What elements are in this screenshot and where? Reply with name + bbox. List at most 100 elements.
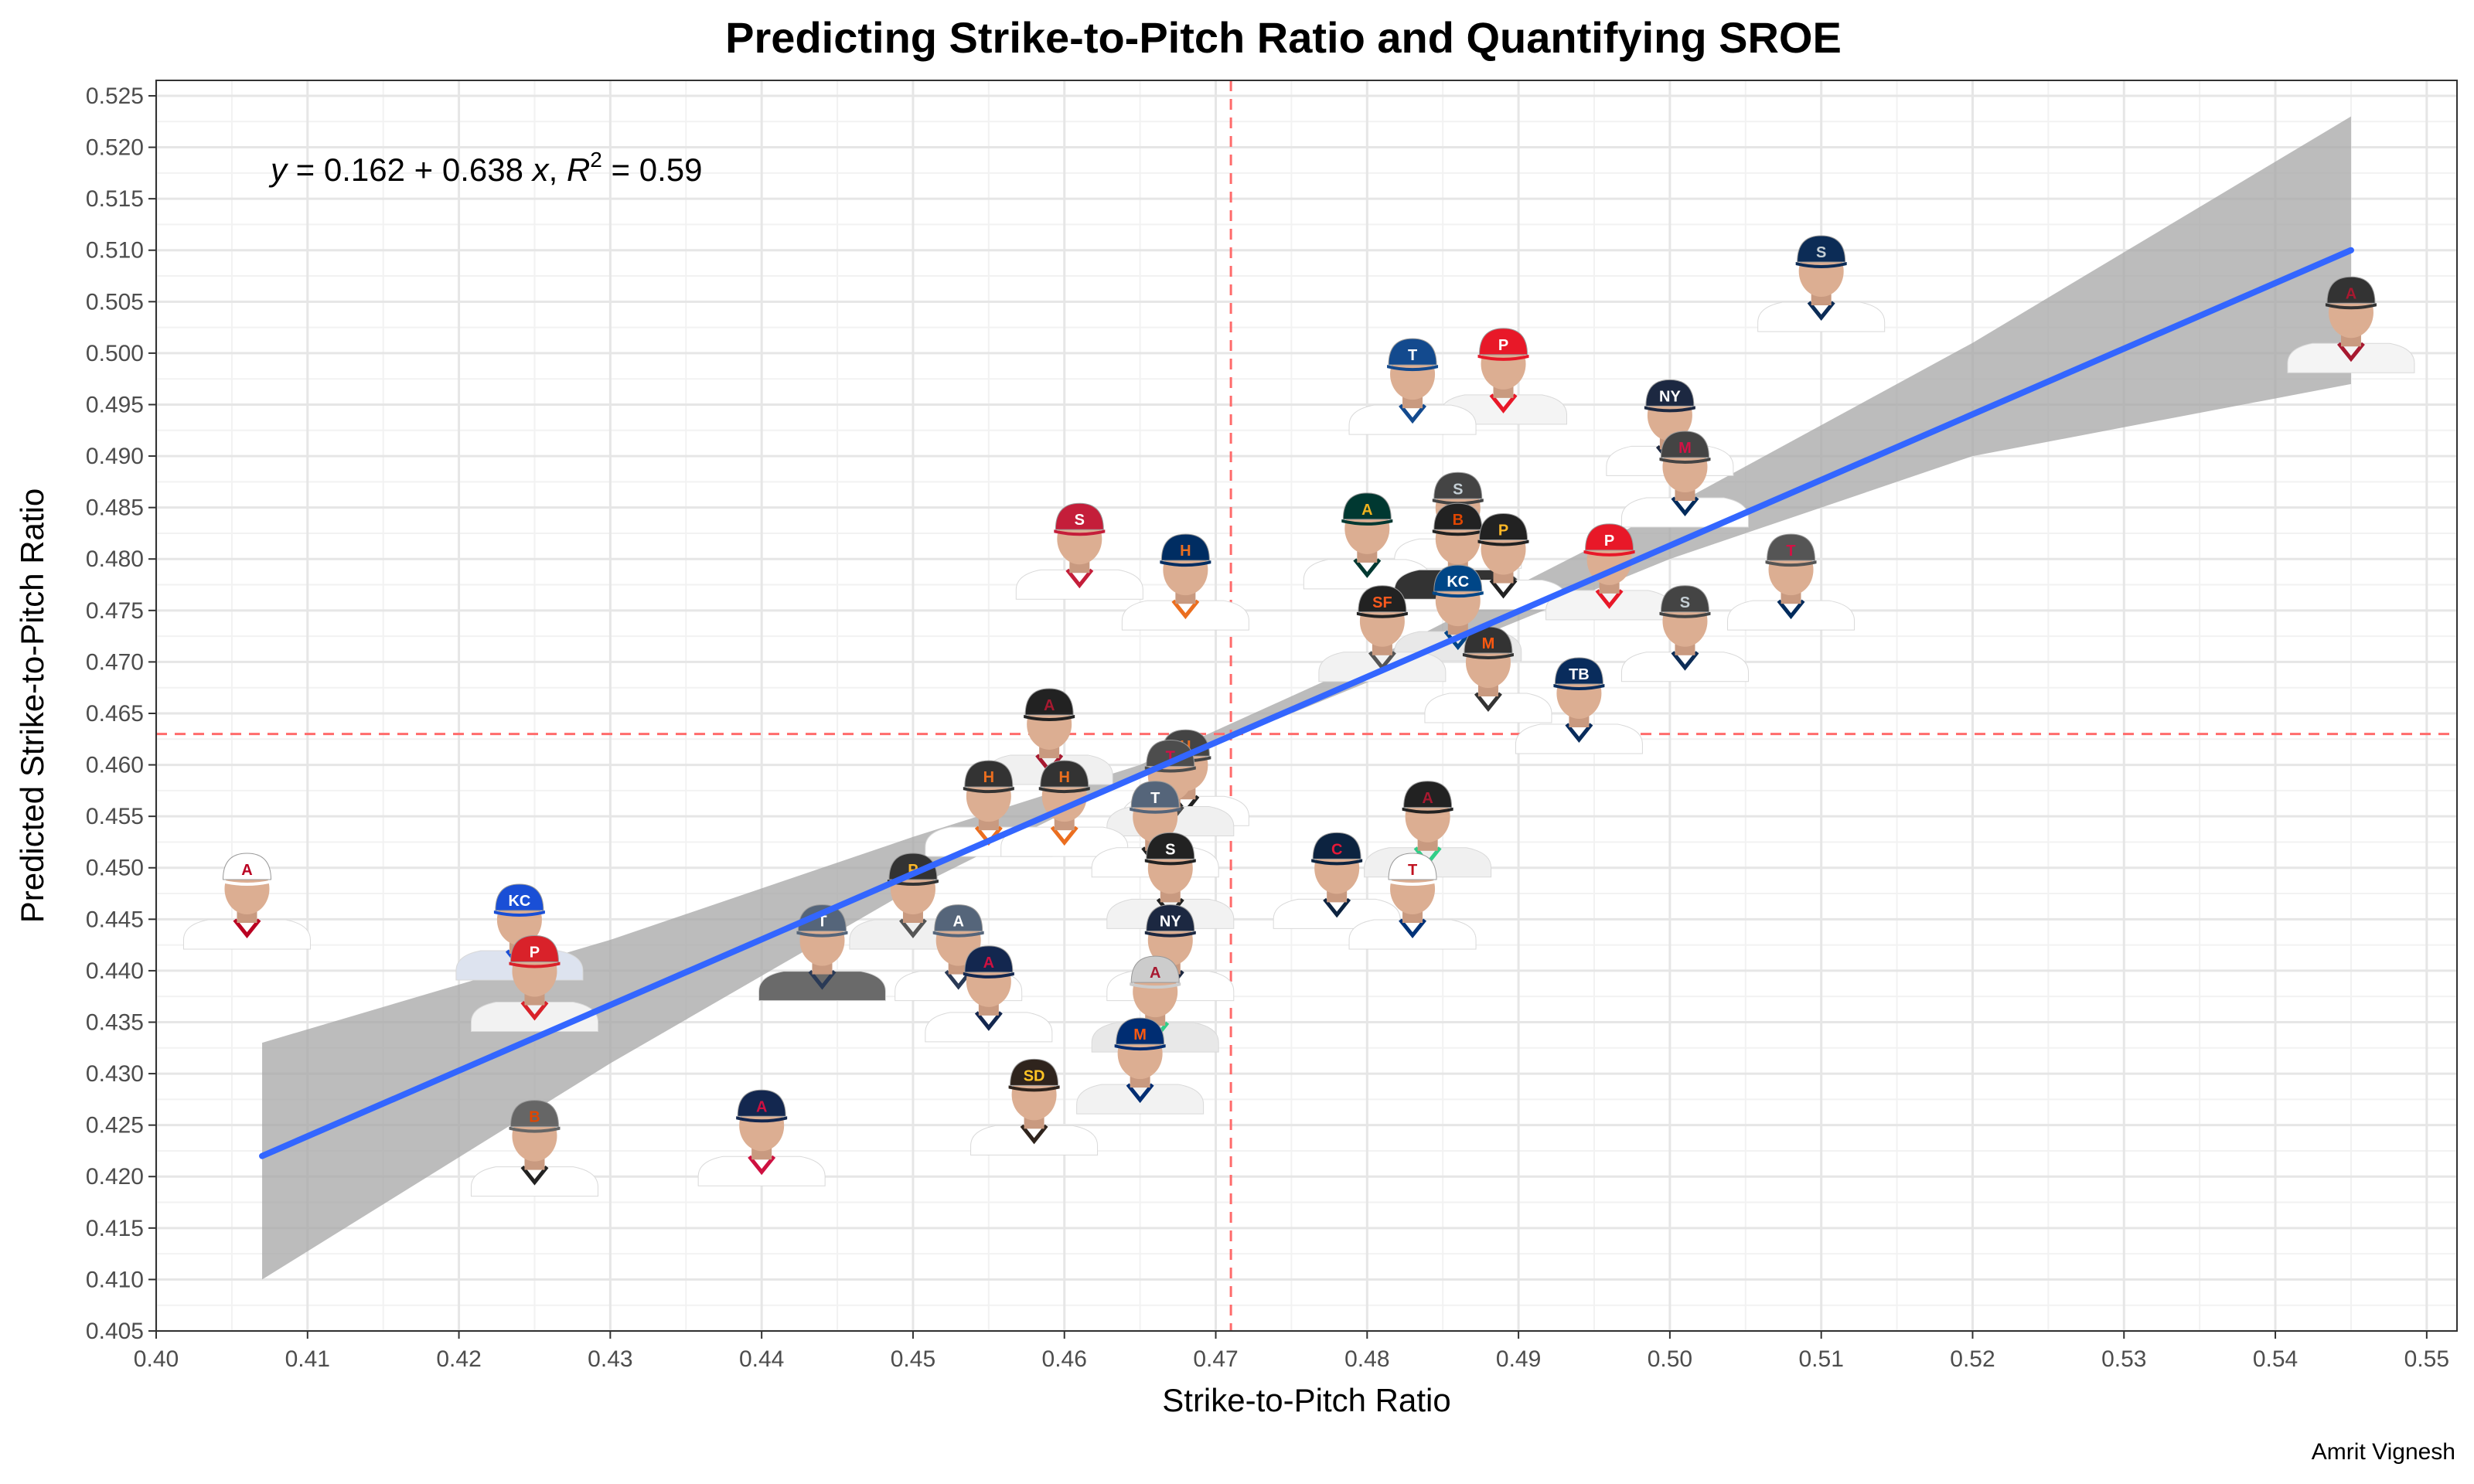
cap <box>222 853 271 880</box>
cap-logo: A <box>241 862 252 879</box>
y-tick-label: 0.405 <box>86 1319 144 1344</box>
cap-logo: M <box>1482 635 1495 652</box>
cap-logo: TB <box>1569 666 1590 683</box>
cap-brim <box>1432 529 1484 536</box>
grid-minor <box>156 80 2457 1331</box>
cap-brim <box>963 787 1014 794</box>
player-point-tb: TB <box>1515 657 1643 754</box>
cap-logo: P <box>1498 337 1508 354</box>
cap-brim <box>1144 931 1196 938</box>
cap <box>1388 338 1437 366</box>
player-point-atl: A <box>925 945 1053 1043</box>
jersey-collar <box>748 1155 776 1176</box>
y-tick-label: 0.480 <box>86 546 144 572</box>
jersey-collar <box>944 970 973 990</box>
eq-sep: , <box>549 151 567 188</box>
cap-logo: S <box>1075 512 1085 529</box>
cap-logo: A <box>1044 697 1055 714</box>
player-point-hou: H <box>1121 533 1249 631</box>
eq-r: R <box>567 151 590 188</box>
cap-logo: P <box>1498 522 1508 539</box>
x-tick-label: 0.47 <box>1193 1346 1238 1372</box>
cap-logo: A <box>983 955 994 972</box>
y-tick-label: 0.410 <box>86 1267 144 1292</box>
cap-brim <box>1160 560 1211 567</box>
cap-brim <box>887 880 939 887</box>
cap-logo: T <box>1150 790 1160 807</box>
cap-logo: P <box>530 945 540 962</box>
y-axis: 0.405 0.410 0.415 0.420 0.425 0.430 0.435 0.440… <box>86 83 156 1344</box>
jersey-collar <box>898 918 927 939</box>
cap <box>1660 585 1709 613</box>
cap-logo: B <box>1453 512 1464 529</box>
cap <box>1433 564 1483 592</box>
cap <box>1767 533 1816 561</box>
cap-logo: T <box>1408 862 1417 879</box>
player-point-ari: A <box>2287 276 2415 373</box>
cap-logo: NY <box>1160 914 1181 931</box>
cap <box>888 853 938 880</box>
cap-brim <box>1795 261 1847 268</box>
cap-brim <box>1765 560 1817 567</box>
cap-logo: A <box>756 1098 767 1115</box>
cap <box>1146 904 1195 932</box>
y-tick-label: 0.445 <box>86 907 144 932</box>
cap <box>509 935 559 963</box>
cap-brim <box>963 972 1014 979</box>
jersey-collar <box>1126 1083 1154 1104</box>
cap <box>964 760 1014 788</box>
jersey-collar <box>1474 692 1502 713</box>
cap <box>1358 585 1407 613</box>
cap-logo: S <box>1816 244 1826 261</box>
cap <box>1130 955 1180 983</box>
x-tick-label: 0.44 <box>739 1346 784 1372</box>
cap-logo: S <box>1680 594 1690 611</box>
cap-logo: A <box>952 914 963 931</box>
cap <box>964 945 1014 973</box>
eq-mid: = 0.162 + 0.638 <box>287 151 533 188</box>
x-tick-label: 0.42 <box>436 1346 481 1372</box>
jersey-collar <box>1065 568 1094 589</box>
cap-logo: C <box>1331 841 1342 858</box>
cap <box>1403 781 1453 808</box>
x-tick-label: 0.54 <box>2253 1346 2298 1372</box>
cap-brim <box>1477 354 1529 361</box>
jersey-collar <box>1777 599 1805 620</box>
cap-brim <box>2325 303 2377 310</box>
jersey-collar <box>808 970 837 990</box>
cap-brim <box>1356 611 1408 618</box>
cap-logo: A <box>1150 965 1160 982</box>
cap <box>1660 431 1709 458</box>
y-tick-label: 0.465 <box>86 701 144 727</box>
cap <box>1479 328 1528 356</box>
cap-brim <box>1553 683 1605 690</box>
cap-logo: A <box>1361 502 1372 519</box>
cap-logo: B <box>529 1109 540 1126</box>
y-tick-label: 0.490 <box>86 444 144 469</box>
cap <box>1342 492 1392 520</box>
cap <box>2326 276 2376 304</box>
cap-logo: T <box>1786 543 1795 560</box>
cap <box>1055 502 1104 530</box>
y-tick-label: 0.475 <box>86 598 144 624</box>
cap-brim <box>1402 807 1453 814</box>
x-tick-label: 0.55 <box>2404 1346 2449 1372</box>
cap-brim <box>1008 1085 1060 1092</box>
x-tick-label: 0.52 <box>1950 1346 1995 1372</box>
cap-brim <box>1341 519 1393 526</box>
y-tick-label: 0.425 <box>86 1113 144 1139</box>
jersey-collar <box>1323 897 1351 918</box>
cap <box>1010 1058 1059 1086</box>
player-point-cle: C <box>1273 832 1401 929</box>
x-axis-title: Strike-to-Pitch Ratio <box>1162 1382 1450 1418</box>
x-tick-label: 0.48 <box>1344 1346 1389 1372</box>
cap <box>495 883 544 911</box>
player-point-min: M <box>1620 431 1749 528</box>
player-point-hou: H <box>1000 760 1129 857</box>
cap-logo: SD <box>1024 1067 1045 1084</box>
x-tick-label: 0.40 <box>134 1346 179 1372</box>
x-tick-label: 0.43 <box>588 1346 632 1372</box>
player-point-atl: A <box>697 1089 826 1186</box>
y-tick-label: 0.470 <box>86 649 144 675</box>
